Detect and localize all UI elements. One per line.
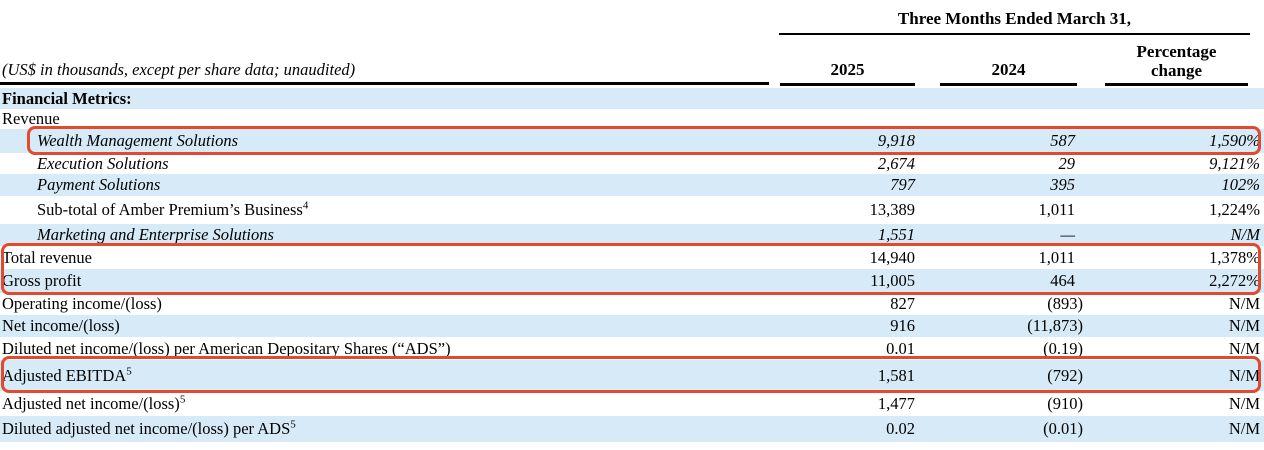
row-revenue: Revenue — [0, 109, 1264, 129]
value-change: N/M — [1228, 393, 1260, 413]
value-2025: 0.01 — [886, 338, 915, 358]
row-net-income-loss: Net income/(loss) 916 (11,873) N/M — [0, 315, 1264, 337]
value-2024: 395 — [1050, 175, 1075, 194]
column-header-2025: 2025 — [780, 38, 915, 86]
value-2025: 1,477 — [877, 393, 915, 413]
row-label: Adjusted EBITDA5 — [2, 365, 132, 385]
value-2025: 13,389 — [869, 200, 915, 219]
row-label: Execution Solutions — [37, 153, 169, 173]
value-change: 102% — [1221, 175, 1261, 194]
row-diluted-adjusted-net-income-per-ads: Diluted adjusted net income/(loss) per A… — [0, 416, 1264, 442]
value-2025: 0.02 — [886, 419, 915, 438]
row-label: Sub-total of Amber Premium’s Business4 — [37, 200, 309, 219]
row-adjusted-net-income-loss: Adjusted net income/(loss)5 1,477 (910) … — [0, 391, 1264, 416]
value-change: 1,590% — [1209, 131, 1260, 150]
value-2025: 1,581 — [877, 365, 915, 385]
value-2024: 1,011 — [1038, 247, 1075, 267]
footnote-marker: 4 — [302, 200, 309, 212]
value-change: N/M — [1228, 338, 1260, 358]
value-2024: 464 — [1050, 271, 1075, 290]
value-2024: 1,011 — [1038, 200, 1075, 219]
row-adjusted-ebitda: Adjusted EBITDA5 1,581 (792) N/M — [0, 360, 1264, 391]
value-change: N/M — [1228, 294, 1260, 313]
value-2024: 587 — [1050, 131, 1075, 150]
row-label: Payment Solutions — [37, 175, 161, 194]
row-gross-profit: Gross profit 11,005 464 2,272% — [0, 269, 1264, 293]
percentage-change-line1: Percentage — [1136, 41, 1217, 61]
row-operating-income-loss: Operating income/(loss) 827 (893) N/M — [0, 293, 1264, 315]
row-marketing-enterprise-solutions: Marketing and Enterprise Solutions 1,551… — [0, 224, 1264, 246]
value-change: N/M — [1228, 419, 1260, 438]
value-2024: (11,873) — [1027, 316, 1083, 335]
value-2024: 29 — [1058, 153, 1076, 173]
row-label: Revenue — [2, 109, 60, 128]
row-execution-solutions: Execution Solutions 2,674 29 9,121% — [0, 153, 1264, 174]
value-2024: (0.01) — [1043, 419, 1083, 438]
unit-note: (US$ in thousands, except per share data… — [0, 38, 769, 85]
period-header: Three Months Ended March 31, — [779, 9, 1250, 35]
value-change: N/M — [1228, 316, 1260, 335]
row-financial-metrics: Financial Metrics: — [0, 88, 1264, 109]
value-2025: 2,674 — [877, 153, 915, 173]
row-label: Marketing and Enterprise Solutions — [37, 225, 274, 244]
value-change: 9,121% — [1209, 153, 1260, 173]
table-body: Financial Metrics: Revenue Wealth Manage… — [0, 88, 1264, 442]
column-header-percentage-change: Percentage change — [1105, 38, 1248, 86]
row-label: Operating income/(loss) — [2, 294, 162, 313]
row-diluted-net-income-per-ads: Diluted net income/(loss) per American D… — [0, 337, 1264, 360]
percentage-change-line2: change — [1150, 60, 1202, 80]
row-label: Gross profit — [2, 271, 82, 290]
value-2025: 1,551 — [877, 225, 915, 244]
footnote-marker: 5 — [179, 393, 186, 405]
value-change: N/M — [1228, 365, 1260, 385]
footnote-marker: 5 — [126, 365, 132, 377]
row-label: Wealth Management Solutions — [37, 131, 239, 150]
value-change: 1,224% — [1209, 200, 1260, 219]
value-change: 2,272% — [1209, 271, 1260, 290]
value-2025: 916 — [890, 316, 915, 335]
value-2025: 14,940 — [869, 247, 915, 267]
column-header-2024: 2024 — [940, 38, 1077, 86]
row-label: Total revenue — [2, 247, 93, 267]
row-label: Net income/(loss) — [2, 316, 120, 335]
row-label: Adjusted net income/(loss)5 — [2, 393, 186, 413]
row-label: Financial Metrics: — [2, 88, 132, 108]
row-subtotal-amber-premium-business: Sub-total of Amber Premium’s Business4 1… — [0, 196, 1264, 224]
footnote-marker: 5 — [290, 419, 296, 431]
value-2024: (792) — [1047, 365, 1083, 385]
value-2025: 827 — [890, 294, 915, 313]
row-wealth-management-solutions: Wealth Management Solutions 9,918 587 1,… — [0, 129, 1264, 153]
value-2024: — — [1060, 225, 1075, 244]
row-total-revenue: Total revenue 14,940 1,011 1,378% — [0, 246, 1264, 269]
value-2025: 9,918 — [877, 131, 915, 150]
value-change: 1,378% — [1209, 247, 1260, 267]
row-label: Diluted adjusted net income/(loss) per A… — [2, 419, 296, 438]
value-2025: 11,005 — [870, 271, 915, 290]
row-payment-solutions: Payment Solutions 797 395 102% — [0, 174, 1264, 196]
value-2024: (893) — [1047, 294, 1083, 313]
value-change: N/M — [1230, 225, 1260, 244]
value-2024: (0.19) — [1043, 338, 1083, 358]
row-label: Diluted net income/(loss) per American D… — [2, 338, 451, 358]
value-2024: (910) — [1047, 393, 1083, 413]
value-2025: 797 — [890, 175, 915, 194]
